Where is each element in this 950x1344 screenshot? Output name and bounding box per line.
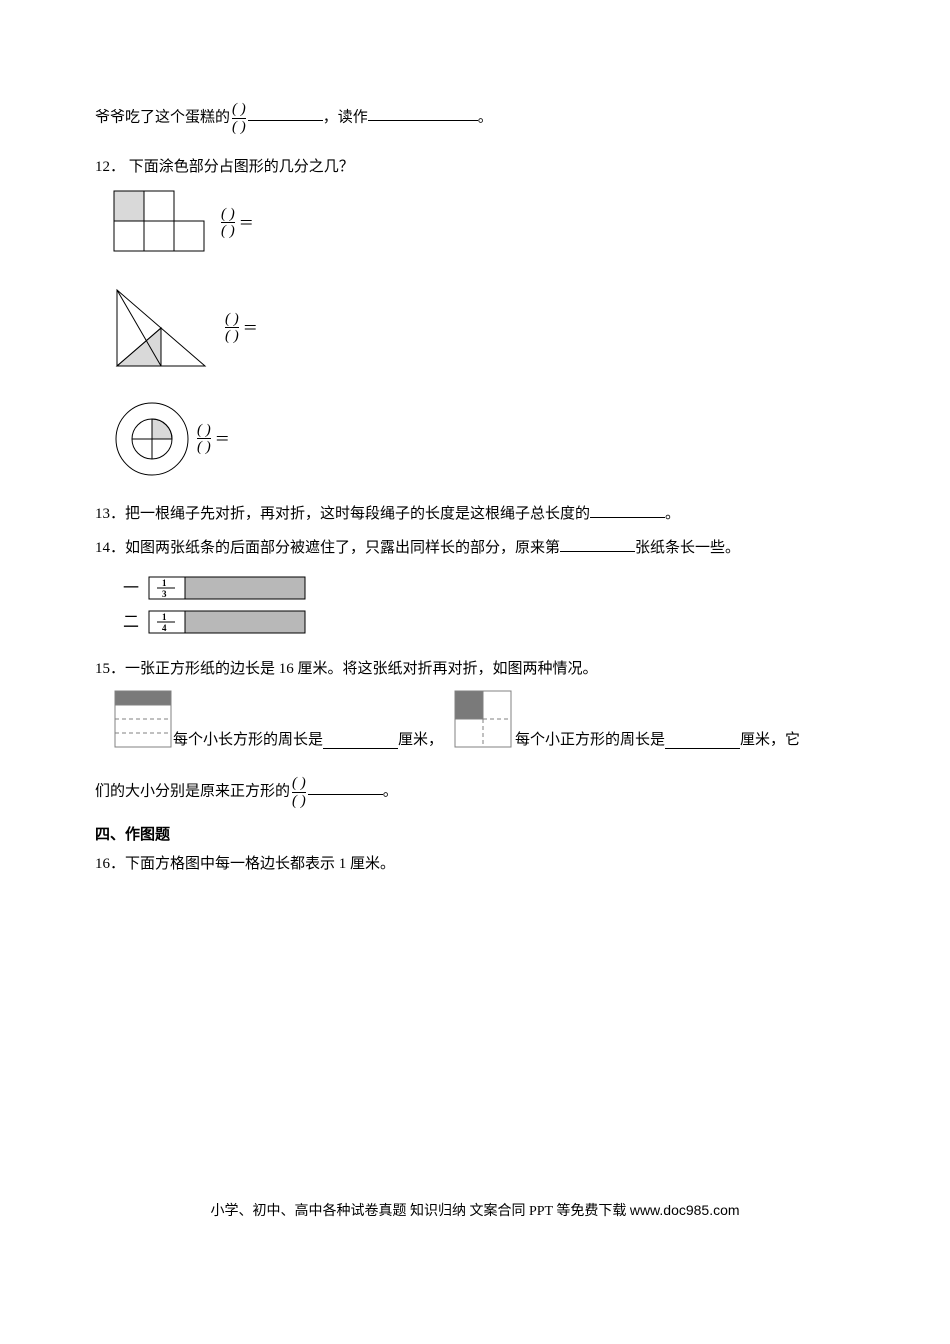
q15-text-c1: 们的大小分别是原来正方形的 xyxy=(95,783,290,799)
q12-fig-b-svg xyxy=(113,286,209,370)
q12-frac-a: ( )( ) xyxy=(221,206,235,240)
q12-eq-b: ＝ xyxy=(241,317,258,338)
q16-number: 16． xyxy=(95,856,125,872)
q15-blank-2[interactable] xyxy=(665,733,740,749)
q15-text-b3: 每个小正方形的周长是 xyxy=(515,728,665,749)
q12-fig-c-svg xyxy=(113,400,191,478)
page-footer: 小学、初中、高中各种试卷真题 知识归纳 文案合同 PPT 等免费下载 www.d… xyxy=(0,1200,950,1220)
q12-figure-a: ( )( ) ＝ xyxy=(113,190,855,256)
q14-fig-svg: 一 1 3 二 1 4 xyxy=(113,571,323,641)
q11-fraction: ( )( ) xyxy=(232,101,246,135)
q12-figure-b: ( )( ) ＝ xyxy=(113,286,855,370)
q11-prefix: 爷爷吃了这个蛋糕的 xyxy=(95,109,230,125)
q14-frac-a-den: 3 xyxy=(162,589,167,599)
q11-mid: ，读作 xyxy=(323,109,368,125)
q12-fig-a-svg xyxy=(113,190,205,256)
q14-number: 14． xyxy=(95,540,125,556)
q14-label-b: 二 xyxy=(123,614,139,631)
q15-number: 15． xyxy=(95,661,125,677)
footer-url: www.doc985.com xyxy=(630,1202,740,1218)
q13-number: 13． xyxy=(95,506,125,522)
q13-blank[interactable] xyxy=(590,502,665,518)
q15-line-a: 15．一张正方形纸的边长是 16 厘米。将这张纸对折再对折，如图两种情况。 xyxy=(95,655,855,684)
q11-blank-2[interactable] xyxy=(368,105,478,121)
footer-text: 小学、初中、高中各种试卷真题 知识归纳 文案合同 PPT 等免费下载 xyxy=(210,1204,629,1219)
q12-figure-c: ( )( ) ＝ xyxy=(113,400,855,478)
q14-figure: 一 1 3 二 1 4 xyxy=(113,571,855,641)
q13-text-a: 把一根绳子先对折，再对折，这时每段绳子的长度是这根绳子总长度的 xyxy=(125,506,590,522)
q15-blank-1[interactable] xyxy=(323,733,398,749)
q15-text-c2: 。 xyxy=(383,783,398,799)
q14-frac-b-num: 1 xyxy=(162,612,167,622)
section-4-title: 四、作图题 xyxy=(95,823,855,844)
q16-line: 16．下面方格图中每一格边长都表示 1 厘米。 xyxy=(95,850,855,879)
q15-fig-a-svg xyxy=(113,689,173,749)
q12-eq-a: ＝ xyxy=(237,212,254,233)
q15-fraction: ( )( ) xyxy=(292,775,306,809)
q12-frac-c: ( )( ) xyxy=(197,422,211,456)
q15-text-b1: 每个小长方形的周长是 xyxy=(173,728,323,749)
q11-suffix: 。 xyxy=(478,109,493,125)
q16-text: 下面方格图中每一格边长都表示 1 厘米。 xyxy=(125,856,395,872)
q14-line: 14．如图两张纸条的后面部分被遮住了，只露出同样长的部分，原来第 张纸条长一些。 xyxy=(95,534,855,563)
q12-frac-b: ( )( ) xyxy=(225,311,239,345)
q15-text-a: 一张正方形纸的边长是 16 厘米。将这张纸对折再对折，如图两种情况。 xyxy=(125,661,598,677)
q14-label-a: 一 xyxy=(123,580,139,597)
q13-line: 13．把一根绳子先对折，再对折，这时每段绳子的长度是这根绳子总长度的 。 xyxy=(95,500,855,529)
q15-fig-b-svg xyxy=(453,689,513,749)
q14-frac-b-den: 4 xyxy=(162,623,167,633)
q15-text-b2: 厘米， xyxy=(398,728,443,749)
q11-line: 爷爷吃了这个蛋糕的( )( ) ，读作 。 xyxy=(95,101,855,135)
q14-text-a: 如图两张纸条的后面部分被遮住了，只露出同样长的部分，原来第 xyxy=(125,540,560,556)
q15-line-c: 们的大小分别是原来正方形的( )( ) 。 xyxy=(95,775,855,809)
q13-text-b: 。 xyxy=(665,506,680,522)
q12-text: 下面涂色部分占图形的几分之几？ xyxy=(129,159,354,175)
q11-blank-1[interactable] xyxy=(248,105,323,121)
q12-eq-c: ＝ xyxy=(213,428,230,449)
q15-blank-3[interactable] xyxy=(308,779,383,795)
q15-text-b4: 厘米，它 xyxy=(740,728,800,749)
q14-text-b: 张纸条长一些。 xyxy=(635,540,740,556)
q14-blank[interactable] xyxy=(560,536,635,552)
q14-frac-a-num: 1 xyxy=(162,578,167,588)
q15-figure-row: 每个小长方形的周长是 厘米， 每个小正方形的周长是 厘米，它 xyxy=(95,689,855,749)
q12-number: 12． xyxy=(95,159,125,175)
q12-line: 12． 下面涂色部分占图形的几分之几？ xyxy=(95,153,855,182)
